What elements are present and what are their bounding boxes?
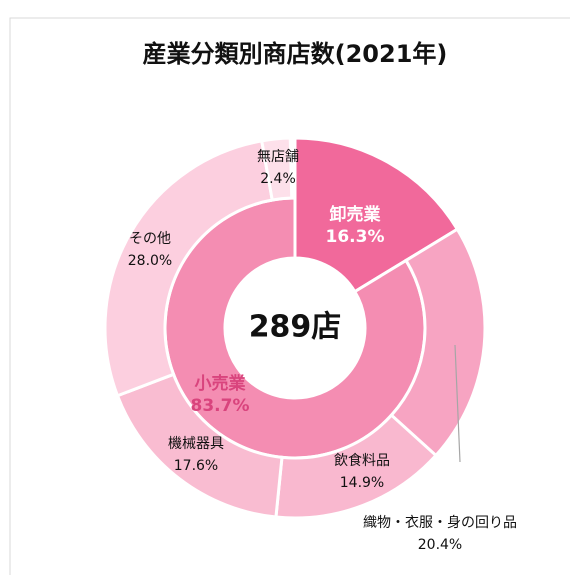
slice-value-label: 16.3% <box>326 227 385 247</box>
slice-label: 飲食料品 <box>334 452 390 469</box>
slice-value-label: 17.6% <box>174 458 218 474</box>
chart-title: 産業分類別商店数(2021年) <box>143 40 448 68</box>
slice-value-label: 2.4% <box>260 171 296 187</box>
slice-label: 卸売業 <box>330 204 381 225</box>
slice-label: 機械器具 <box>168 436 224 452</box>
slice-label: 織物・衣服・身の回り品 <box>363 515 517 531</box>
slice-label: 小売業 <box>195 373 246 394</box>
slice-label: その他 <box>129 231 171 247</box>
slice-value-label: 28.0% <box>128 253 172 269</box>
slice-label: 無店舗 <box>257 149 299 165</box>
outer-slice <box>103 139 274 398</box>
slice-value-label: 83.7% <box>191 396 250 416</box>
center-label: 289店 <box>249 310 342 345</box>
slice-value-label: 14.9% <box>340 475 384 491</box>
leader-line <box>454 344 461 463</box>
outer-slice <box>260 136 294 202</box>
slice-value-label: 20.4% <box>418 537 462 553</box>
